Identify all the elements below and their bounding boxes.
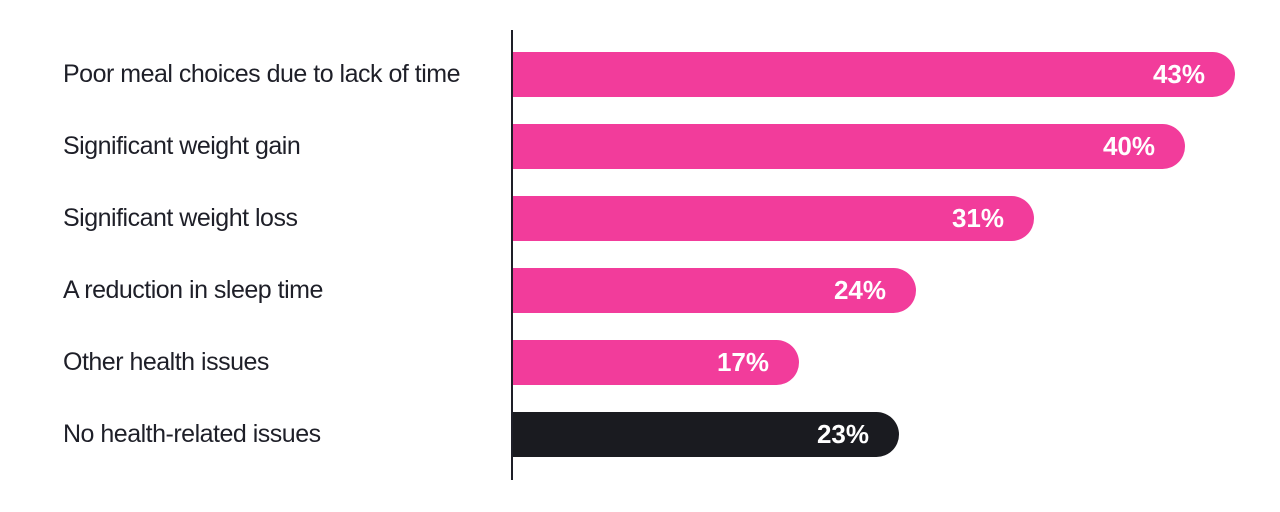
bar-value-label: 23%	[816, 419, 869, 449]
bar: 31%	[513, 196, 1034, 241]
y-axis-line	[511, 30, 513, 480]
category-label: Poor meal choices due to lack of time	[63, 60, 460, 88]
category-label: Other health issues	[63, 348, 269, 376]
category-label: Significant weight loss	[63, 204, 298, 232]
bar: 40%	[513, 124, 1185, 169]
chart-row: A reduction in sleep time 24%	[0, 268, 1280, 313]
category-label: No health-related issues	[63, 420, 321, 448]
chart-row: Other health issues 17%	[0, 340, 1280, 385]
chart-row: No health-related issues 23%	[0, 412, 1280, 457]
chart-rows: Poor meal choices due to lack of time 43…	[0, 52, 1280, 457]
bar-value-label: 40%	[1102, 131, 1155, 161]
chart-row: Significant weight loss 31%	[0, 196, 1280, 241]
bar-value-label: 17%	[716, 347, 769, 377]
bar: 23%	[513, 412, 899, 457]
chart-row: Significant weight gain 40%	[0, 124, 1280, 169]
bar-value-label: 31%	[951, 203, 1004, 233]
bar: 43%	[513, 52, 1235, 97]
bar-value-label: 43%	[1152, 59, 1205, 89]
category-label: A reduction in sleep time	[63, 276, 323, 304]
bar: 17%	[513, 340, 799, 385]
category-label: Significant weight gain	[63, 132, 301, 160]
bar-value-label: 24%	[833, 275, 886, 305]
bar: 24%	[513, 268, 916, 313]
chart-row: Poor meal choices due to lack of time 43…	[0, 52, 1280, 97]
